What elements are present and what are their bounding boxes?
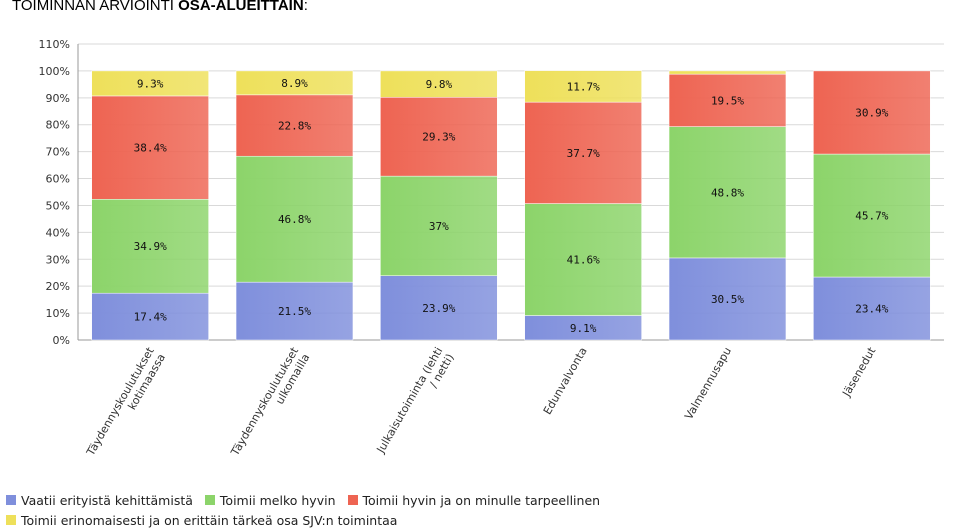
data-label: 41.6% <box>567 254 600 267</box>
bar-segment <box>813 276 931 341</box>
bar-segment <box>668 257 787 341</box>
y-tick-label: 70% <box>46 146 70 159</box>
bar-segment <box>813 70 931 155</box>
legend-label: Toimii hyvin ja on minulle tarpeellinen <box>362 492 601 508</box>
x-tick-label-line: Täydennyskoulutukset <box>228 344 301 458</box>
data-label: 19.5% <box>711 94 744 107</box>
bar-segment <box>91 70 209 97</box>
x-tick-label-line: Jäsenedut <box>839 344 878 399</box>
bar-segment <box>380 175 498 276</box>
data-label: 48.8% <box>711 186 744 199</box>
data-label: 37% <box>429 220 449 233</box>
data-label: 9.8% <box>426 78 453 91</box>
data-label: 38.4% <box>134 142 167 155</box>
x-tick-label-line: Edunvalvonta <box>541 345 590 417</box>
data-label: 9.1% <box>570 322 597 335</box>
data-label: 23.4% <box>855 303 888 316</box>
legend-swatch <box>347 495 358 505</box>
title-bold: OSA-ALUEITTAIN <box>178 0 304 14</box>
y-tick-label: 30% <box>46 253 70 266</box>
data-label: 29.3% <box>422 131 455 144</box>
y-tick-label: 80% <box>46 119 70 132</box>
y-tick-label: 90% <box>46 92 70 105</box>
title-suffix: : <box>303 0 308 14</box>
data-label: 17.4% <box>134 311 167 324</box>
y-tick-label: 40% <box>46 226 70 239</box>
bar-segment <box>380 70 498 98</box>
x-tick-label: Edunvalvonta <box>541 345 590 417</box>
bar-segment <box>235 70 354 96</box>
x-tick-label: Valmennusapu <box>682 345 734 422</box>
bar-segment <box>235 94 354 157</box>
y-tick-label: 60% <box>46 173 70 186</box>
legend-item: Vaatii erityistä kehittämistä <box>6 493 193 508</box>
x-tick-label: Julkaisutoiminta (lehti/ netti) <box>374 345 457 456</box>
legend-swatch <box>6 495 16 505</box>
data-label: 21.5% <box>278 305 311 318</box>
data-label: 22.8% <box>278 120 311 133</box>
x-tick-label-line: Valmennusapu <box>682 345 734 422</box>
title-normal: TOIMINNAN ARVIOINTI <box>12 0 179 14</box>
data-label: 23.9% <box>422 302 455 315</box>
data-label: 45.7% <box>855 210 888 223</box>
bar-segment <box>380 275 498 341</box>
data-label: 11.7% <box>567 80 600 93</box>
bar-segment <box>668 126 787 259</box>
legend-label: Toimii erinomaisesti ja on erittäin tärk… <box>21 512 398 528</box>
legend-row: Vaatii erityistä kehittämistä Toimii melk… <box>6 490 956 510</box>
data-label: 34.9% <box>134 240 167 253</box>
bar-segment <box>91 95 209 200</box>
y-tick-label: 20% <box>46 280 70 293</box>
y-tick-label: 10% <box>46 307 70 320</box>
x-tick-label-line: Täydennyskoulutukset <box>84 344 157 458</box>
legend-item: Toimii melko hyvin <box>204 492 336 508</box>
plot-area <box>78 44 944 340</box>
y-tick-label: 50% <box>46 199 70 212</box>
y-tick-label: 110% <box>39 38 70 51</box>
page-title: TOIMINNAN ARVIOINTI OSA-ALUEITTAIN: <box>12 0 308 14</box>
stacked-bar-chart: 0% 10% 20% 30% 40% 50% 60% 70% 80% 90% 100% 110% 17.… <box>39 38 944 459</box>
legend-item: Toimii erinomaisesti ja on erittäin tärk… <box>6 513 397 528</box>
y-tick-label: 0% <box>53 334 70 347</box>
data-label: 8.9% <box>281 77 308 90</box>
legend-row: Toimii erinomaisesti ja on erittäin tärk… <box>6 510 956 530</box>
bar-segment <box>668 73 787 127</box>
legend-swatch <box>6 515 16 525</box>
legend-item: Toimii hyvin ja on minulle tarpeellinen <box>347 492 601 508</box>
data-label: 9.3% <box>137 77 164 90</box>
bar-segment <box>380 97 498 177</box>
bar-segment <box>235 155 354 283</box>
bar-segment <box>524 70 642 103</box>
bar-segment <box>524 203 642 316</box>
chart-legend: Vaatii erityistä kehittämistä Toimii melk… <box>6 490 956 530</box>
x-tick-label: Jäsenedut <box>839 344 878 399</box>
bar-segment <box>813 153 931 278</box>
legend-label: Vaatii erityistä kehittämistä <box>21 492 193 508</box>
data-label: 37.7% <box>567 147 600 160</box>
data-label: 30.9% <box>855 106 888 119</box>
y-tick-label: 100% <box>39 65 70 78</box>
x-tick-label-line: Julkaisutoiminta (lehti <box>374 345 446 456</box>
data-label: 30.5% <box>711 293 744 306</box>
bar-segment <box>524 101 642 204</box>
data-label: 46.8% <box>278 213 311 226</box>
legend-swatch <box>204 495 215 505</box>
legend-label: Toimii melko hyvin <box>219 492 336 508</box>
bar-segment <box>524 315 642 341</box>
bar-segment <box>668 70 787 75</box>
